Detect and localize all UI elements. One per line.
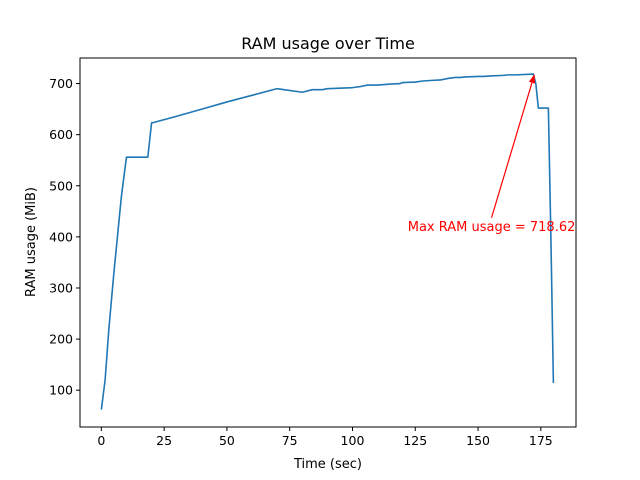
x-tick-label: 50 xyxy=(219,433,235,448)
chart-title: RAM usage over Time xyxy=(241,34,415,53)
x-tick-label: 25 xyxy=(156,433,172,448)
y-tick-label: 300 xyxy=(49,280,73,295)
plot-frame xyxy=(79,57,577,428)
annotation-arrow-head xyxy=(528,74,536,84)
annotation-arrow-line xyxy=(490,82,533,218)
series-layer xyxy=(100,73,555,410)
annotation-max-ram: Max RAM usage = 718.62 xyxy=(408,220,576,235)
x-axis: 0 25 50 75 100 125 150 175 xyxy=(97,427,553,448)
x-tick-label: 150 xyxy=(466,433,490,448)
y-tick-label: 700 xyxy=(49,76,73,91)
x-tick-label: 175 xyxy=(529,433,553,448)
x-tick-label: 100 xyxy=(341,433,365,448)
x-tick-label: 125 xyxy=(403,433,427,448)
y-tick-label: 200 xyxy=(49,332,73,347)
x-axis-label: Time (sec) xyxy=(293,457,362,472)
y-tick-label: 400 xyxy=(49,229,73,244)
y-tick-label: 100 xyxy=(49,383,73,398)
x-tick-label: 0 xyxy=(97,433,105,448)
annotation-layer: Max RAM usage = 718.62 xyxy=(408,74,576,235)
x-tick-label: 75 xyxy=(282,433,298,448)
ram-usage-line xyxy=(100,73,555,410)
y-tick-label: 500 xyxy=(49,178,73,193)
y-axis-label: RAM usage (MiB) xyxy=(24,187,39,297)
y-tick-label: 600 xyxy=(49,127,73,142)
y-axis: 100 200 300 400 500 600 700 xyxy=(49,76,80,398)
